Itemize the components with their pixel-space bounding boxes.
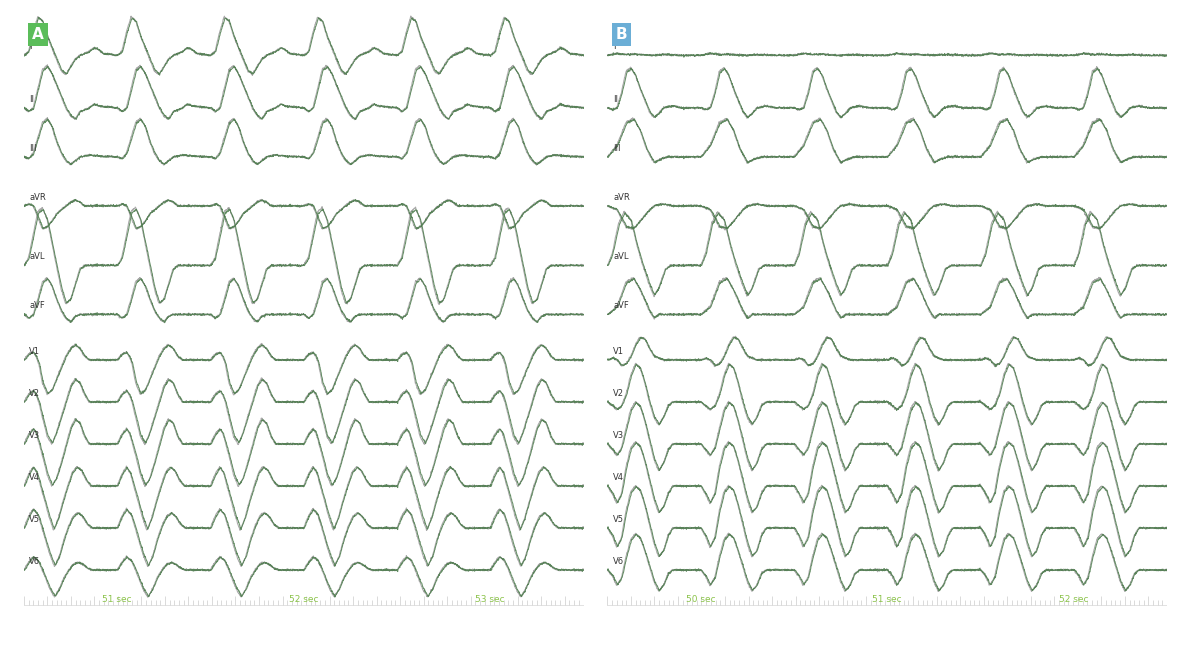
Text: I: I [30, 42, 32, 51]
Text: II: II [30, 95, 35, 104]
Text: V3: V3 [613, 431, 624, 440]
Text: B: B [616, 27, 628, 42]
Text: 51 sec: 51 sec [873, 595, 902, 603]
Text: 53 sec: 53 sec [475, 595, 505, 603]
Text: V2: V2 [613, 389, 624, 398]
Text: 51 sec: 51 sec [102, 595, 132, 603]
Text: V2: V2 [30, 389, 40, 398]
Text: 52 sec: 52 sec [1059, 595, 1089, 603]
Text: V5: V5 [30, 515, 40, 523]
Text: aVR: aVR [613, 192, 630, 202]
Text: aVL: aVL [613, 252, 629, 261]
Text: V6: V6 [613, 557, 624, 566]
Text: V1: V1 [613, 347, 624, 356]
Text: aVR: aVR [30, 192, 46, 202]
Text: V6: V6 [30, 557, 40, 566]
Text: V4: V4 [613, 473, 624, 482]
Text: aVF: aVF [613, 301, 629, 310]
Text: II: II [613, 95, 618, 104]
Text: V5: V5 [613, 515, 624, 523]
Text: V1: V1 [30, 347, 40, 356]
Text: 52 sec: 52 sec [289, 595, 318, 603]
Text: aVL: aVL [30, 252, 45, 261]
Text: III: III [30, 144, 37, 153]
Text: 50 sec: 50 sec [686, 595, 716, 603]
Text: A: A [32, 27, 44, 42]
Text: III: III [613, 144, 621, 153]
Text: V4: V4 [30, 473, 40, 482]
Text: V3: V3 [30, 431, 40, 440]
Text: I: I [613, 42, 616, 51]
Text: aVF: aVF [30, 301, 45, 310]
